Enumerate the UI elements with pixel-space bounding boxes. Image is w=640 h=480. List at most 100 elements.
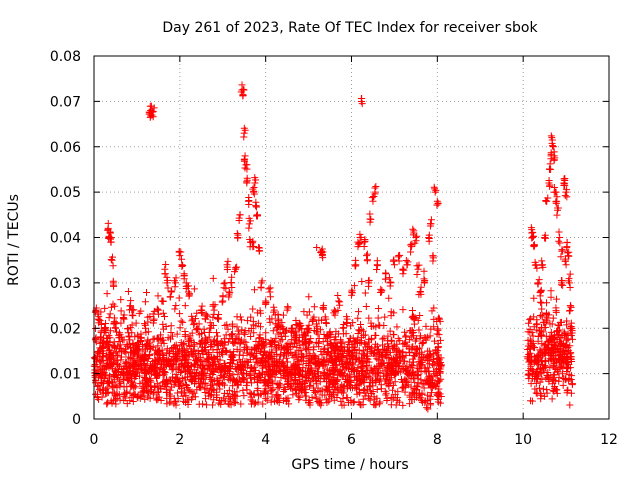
data-point	[356, 239, 364, 247]
data-point	[544, 337, 552, 345]
data-point	[136, 338, 144, 346]
data-point	[565, 252, 573, 260]
data-point	[213, 375, 221, 383]
data-point	[99, 343, 107, 351]
data-point	[430, 350, 438, 358]
data-point	[561, 192, 569, 200]
data-point	[216, 397, 224, 405]
data-point	[103, 400, 111, 408]
data-point	[107, 234, 115, 242]
data-point	[196, 361, 204, 369]
data-point	[434, 200, 442, 208]
data-point	[93, 382, 101, 390]
data-point	[223, 266, 231, 274]
data-point	[208, 360, 216, 368]
data-point	[428, 389, 436, 397]
data-point	[202, 312, 210, 320]
data-point	[394, 388, 402, 396]
data-point	[416, 344, 424, 352]
data-point	[385, 294, 393, 302]
data-point	[357, 379, 365, 387]
data-point	[277, 346, 285, 354]
data-point	[254, 309, 262, 317]
data-point	[329, 371, 337, 379]
y-tick-label: 0.05	[50, 185, 81, 201]
data-point	[382, 389, 390, 397]
data-point	[542, 310, 550, 318]
data-point	[231, 398, 239, 406]
data-point	[167, 377, 175, 385]
data-point	[326, 328, 334, 336]
data-point	[361, 237, 369, 245]
data-point	[526, 356, 534, 364]
data-point	[244, 317, 252, 325]
data-point	[182, 282, 190, 290]
data-point	[176, 324, 184, 332]
data-point	[112, 319, 120, 327]
data-point	[387, 336, 395, 344]
data-point	[110, 338, 118, 346]
data-point	[327, 331, 335, 339]
data-point	[102, 319, 110, 327]
data-point	[203, 401, 211, 409]
data-point	[373, 372, 381, 380]
data-point	[558, 349, 566, 357]
data-point	[243, 370, 251, 378]
data-point	[258, 354, 266, 362]
data-point	[252, 203, 260, 211]
data-point	[556, 318, 564, 326]
data-point	[197, 375, 205, 383]
data-point	[537, 347, 545, 355]
data-point	[187, 349, 195, 357]
data-point	[256, 370, 264, 378]
data-point	[409, 355, 417, 363]
data-point	[436, 336, 444, 344]
data-point	[166, 386, 174, 394]
data-point	[132, 319, 140, 327]
data-point	[427, 325, 435, 333]
data-point	[132, 347, 140, 355]
data-point	[268, 355, 276, 363]
data-point	[427, 374, 435, 382]
data-point	[164, 357, 172, 365]
data-point	[122, 349, 130, 357]
data-point	[399, 401, 407, 409]
data-point	[407, 333, 415, 341]
data-point	[134, 394, 142, 402]
data-point	[348, 365, 356, 373]
data-point	[336, 301, 344, 309]
data-point	[563, 368, 571, 376]
data-point	[226, 358, 234, 366]
data-point	[397, 352, 405, 360]
data-point	[124, 325, 132, 333]
data-point	[107, 397, 115, 405]
data-point	[387, 379, 395, 387]
data-point	[307, 364, 315, 372]
data-point	[283, 349, 291, 357]
data-point	[181, 373, 189, 381]
data-point	[322, 396, 330, 404]
data-point	[205, 361, 213, 369]
data-point	[531, 344, 539, 352]
data-point	[338, 360, 346, 368]
data-point	[340, 401, 348, 409]
data-point	[292, 320, 300, 328]
data-point	[349, 358, 357, 366]
data-point	[180, 356, 188, 364]
data-point	[351, 384, 359, 392]
data-point	[309, 346, 317, 354]
data-point	[92, 353, 100, 361]
data-point	[560, 331, 568, 339]
data-point	[545, 177, 553, 185]
data-point	[338, 388, 346, 396]
data-point	[213, 393, 221, 401]
data-point	[268, 393, 276, 401]
data-point	[154, 292, 162, 300]
data-point	[563, 353, 571, 361]
data-point	[101, 304, 109, 312]
data-point	[183, 345, 191, 353]
y-tick-label: 0.03	[50, 276, 81, 292]
data-point	[560, 180, 568, 188]
data-point	[532, 389, 540, 397]
data-point	[532, 372, 540, 380]
